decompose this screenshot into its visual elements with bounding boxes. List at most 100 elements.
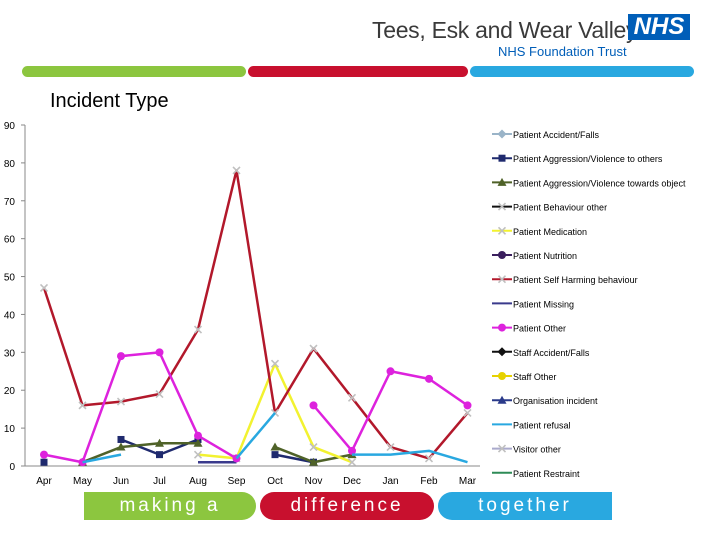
x-tick-label: May (73, 476, 92, 487)
footer-together: together (438, 492, 612, 520)
data-point (270, 359, 280, 368)
nhs-badge: NHS (628, 14, 690, 40)
data-point (386, 367, 395, 376)
data-point (193, 438, 203, 447)
data-point (155, 389, 164, 399)
data-point (309, 401, 318, 410)
trust-logo: Tees, Esk and Wear Valleys NHS NHS Found… (372, 12, 702, 62)
legend-label: Patient Missing (513, 299, 574, 309)
data-point (497, 444, 507, 453)
y-tick-label: 80 (4, 159, 16, 170)
data-point (497, 177, 507, 186)
legend-label: Patient Aggression/Violence towards obje… (513, 178, 686, 188)
data-point (498, 251, 506, 259)
data-point (348, 446, 356, 455)
legend-label: Patient Restraint (513, 469, 580, 479)
data-point (463, 401, 472, 410)
legend-label: Visitor other (513, 445, 561, 455)
legend-label: Patient refusal (513, 420, 571, 430)
data-point (347, 458, 357, 467)
data-point (498, 372, 506, 380)
data-point (498, 154, 506, 162)
y-tick-label: 90 (4, 121, 16, 132)
footer-making-a: making a (84, 492, 256, 520)
chart-title: Incident Type (50, 90, 169, 112)
x-tick-label: Apr (36, 476, 52, 487)
y-tick-label: 60 (4, 235, 16, 246)
series-line (82, 453, 122, 464)
data-point (155, 438, 164, 447)
data-point (463, 408, 472, 418)
data-point (386, 442, 395, 452)
series-line (82, 442, 198, 464)
x-tick-label: Jun (113, 476, 129, 487)
legend-label: Patient Behaviour other (513, 203, 607, 213)
x-tick-label: Jul (153, 476, 166, 487)
legend-label: Patient Other (513, 324, 566, 334)
legend-label: Patient Nutrition (513, 251, 577, 261)
data-point (78, 401, 87, 410)
y-tick-label: 50 (4, 273, 16, 284)
legend-label: Patient Accident/Falls (513, 130, 600, 140)
data-point (497, 129, 507, 139)
x-tick-label: Aug (189, 476, 207, 487)
data-point (497, 347, 507, 357)
legend-label: Patient Medication (513, 227, 587, 237)
data-point (117, 352, 125, 361)
data-point (40, 458, 48, 466)
data-point (232, 166, 241, 175)
x-tick-label: Mar (459, 476, 477, 487)
trust-name: NHS Foundation Trust (498, 44, 627, 59)
data-point (497, 202, 507, 211)
data-point (39, 283, 49, 292)
legend-label: Patient Self Harming behaviour (513, 275, 638, 285)
x-tick-label: Sep (228, 476, 246, 487)
y-tick-label: 10 (4, 424, 16, 435)
data-point (193, 325, 203, 334)
data-point (270, 442, 280, 451)
x-tick-label: Nov (305, 476, 323, 487)
y-tick-label: 0 (9, 462, 15, 473)
header-bar-red (248, 66, 468, 77)
legend-label: Staff Accident/Falls (513, 348, 590, 358)
data-point (116, 442, 126, 451)
y-tick-label: 70 (4, 197, 16, 208)
data-point (40, 450, 48, 459)
header-bar-green (22, 66, 246, 77)
org-name: Tees, Esk and Wear Valleys (372, 17, 649, 43)
series-line (352, 449, 468, 464)
x-tick-label: Jan (382, 476, 398, 487)
y-tick-label: 30 (4, 348, 16, 359)
x-tick-label: Dec (343, 476, 361, 487)
incident-chart: 0 10 20 30 40 50 60 70 80 90 Apr May Jun Jul Aug Sep Oct… (4, 121, 686, 487)
data-point (309, 344, 318, 353)
data-point (425, 374, 433, 383)
data-point (309, 457, 318, 466)
data-point (347, 393, 357, 402)
header-bar-blue (470, 66, 694, 77)
data-point (193, 450, 203, 459)
legend-label: Organisation incident (513, 396, 598, 406)
series-line (235, 412, 276, 460)
y-tick-label: 40 (4, 310, 16, 321)
x-tick-label: Feb (420, 476, 438, 487)
data-point (497, 275, 507, 284)
legend-label: Staff Other (513, 372, 556, 382)
data-point (117, 435, 125, 443)
data-point (155, 348, 164, 357)
y-tick-label: 20 (4, 386, 16, 397)
series-line (42, 169, 469, 460)
data-point (497, 395, 507, 404)
x-tick-label: Oct (267, 476, 283, 487)
data-point (424, 454, 434, 463)
data-point (497, 226, 507, 235)
footer-difference: difference (260, 492, 434, 520)
data-point (194, 431, 202, 440)
data-point (116, 397, 126, 406)
data-point (309, 442, 318, 452)
data-point (498, 323, 506, 332)
data-point (156, 451, 163, 459)
data-point (271, 451, 279, 459)
legend-label: Patient Aggression/Violence to others (513, 154, 663, 164)
series-line (43, 351, 238, 464)
